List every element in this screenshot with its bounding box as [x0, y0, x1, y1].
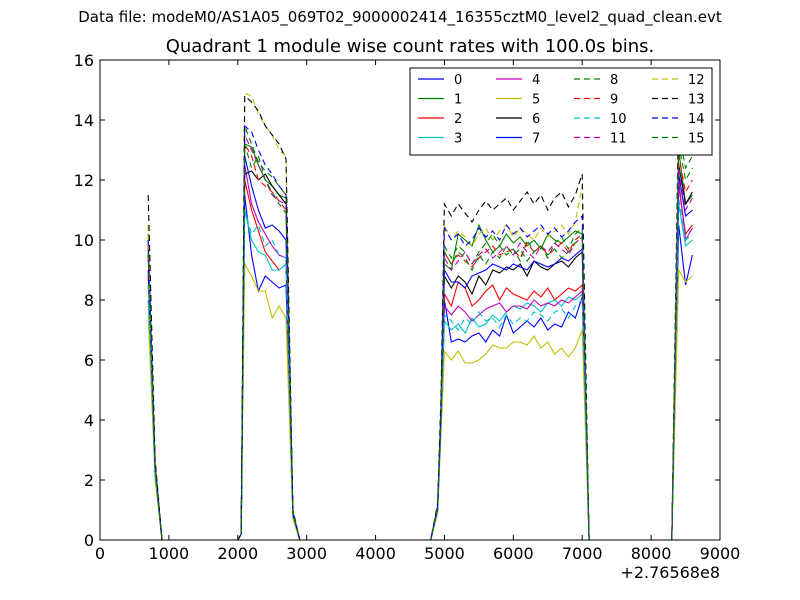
legend-label-14: 14: [688, 112, 705, 127]
legend-label-8: 8: [610, 73, 618, 88]
x-tick-label: 2000: [217, 544, 258, 563]
figure-suptitle: Data file: modeM0/AS1A05_069T02_90000024…: [78, 8, 722, 26]
y-tick-label: 2: [84, 471, 94, 490]
x-axis-offset-label: +2.76568e8: [620, 563, 720, 582]
y-tick-label: 4: [84, 411, 94, 430]
series-9-line: [147, 141, 693, 541]
y-tick-label: 6: [84, 351, 94, 370]
x-tick-label: 6000: [493, 544, 534, 563]
series-6-line: [147, 164, 693, 541]
legend-label-7: 7: [532, 132, 540, 147]
series-1-line: [147, 143, 693, 541]
series-8-line: [147, 125, 693, 541]
series-7-line: [147, 155, 693, 541]
legend-label-3: 3: [454, 132, 462, 147]
legend-label-12: 12: [688, 73, 705, 88]
legend-label-0: 0: [454, 73, 462, 88]
y-tick-label: 16: [74, 51, 94, 70]
series-13-line: [147, 94, 693, 541]
ticks-layer: 0 1000 2000 3000 4000 5000 6000 7000 8000 9000 0 2 4…: [74, 51, 741, 563]
legend-label-6: 6: [532, 112, 540, 127]
series-layer: [147, 92, 693, 541]
series-0-line: [147, 194, 693, 541]
series-12-line: [147, 92, 693, 541]
x-tick-label: 7000: [562, 544, 603, 563]
x-tick-label: 4000: [355, 544, 396, 563]
legend-label-11: 11: [610, 132, 627, 147]
chart-title: Quadrant 1 module wise count rates with …: [165, 36, 655, 57]
y-tick-label: 10: [74, 231, 94, 250]
y-tick-label: 14: [74, 111, 94, 130]
x-tick-label: 3000: [286, 544, 327, 563]
legend-label-10: 10: [610, 112, 627, 127]
series-11-line: [147, 134, 693, 541]
series-3-line: [147, 203, 693, 541]
series-2-line: [147, 179, 693, 541]
x-tick-label: 9000: [700, 544, 741, 563]
series-4-line: [147, 164, 693, 541]
series-5-line: [147, 261, 693, 541]
series-10-line: [147, 197, 693, 541]
y-tick-label: 8: [84, 291, 94, 310]
series-15-line: [147, 131, 693, 541]
x-tick-label: 1000: [149, 544, 190, 563]
legend-label-5: 5: [532, 93, 540, 108]
legend-label-4: 4: [532, 73, 540, 88]
x-tick-label: 8000: [631, 544, 672, 563]
legend-label-2: 2: [454, 112, 462, 127]
y-tick-label: 0: [84, 531, 94, 550]
legend-label-1: 1: [454, 93, 462, 108]
y-tick-label: 12: [74, 171, 94, 190]
x-tick-label: 5000: [424, 544, 465, 563]
legend-label-13: 13: [688, 93, 705, 108]
legend-label-15: 15: [688, 132, 705, 147]
legend-box: [409, 67, 713, 156]
x-tick-label: 0: [95, 544, 105, 563]
series-14-line: [147, 113, 693, 541]
legend-label-9: 9: [610, 93, 618, 108]
